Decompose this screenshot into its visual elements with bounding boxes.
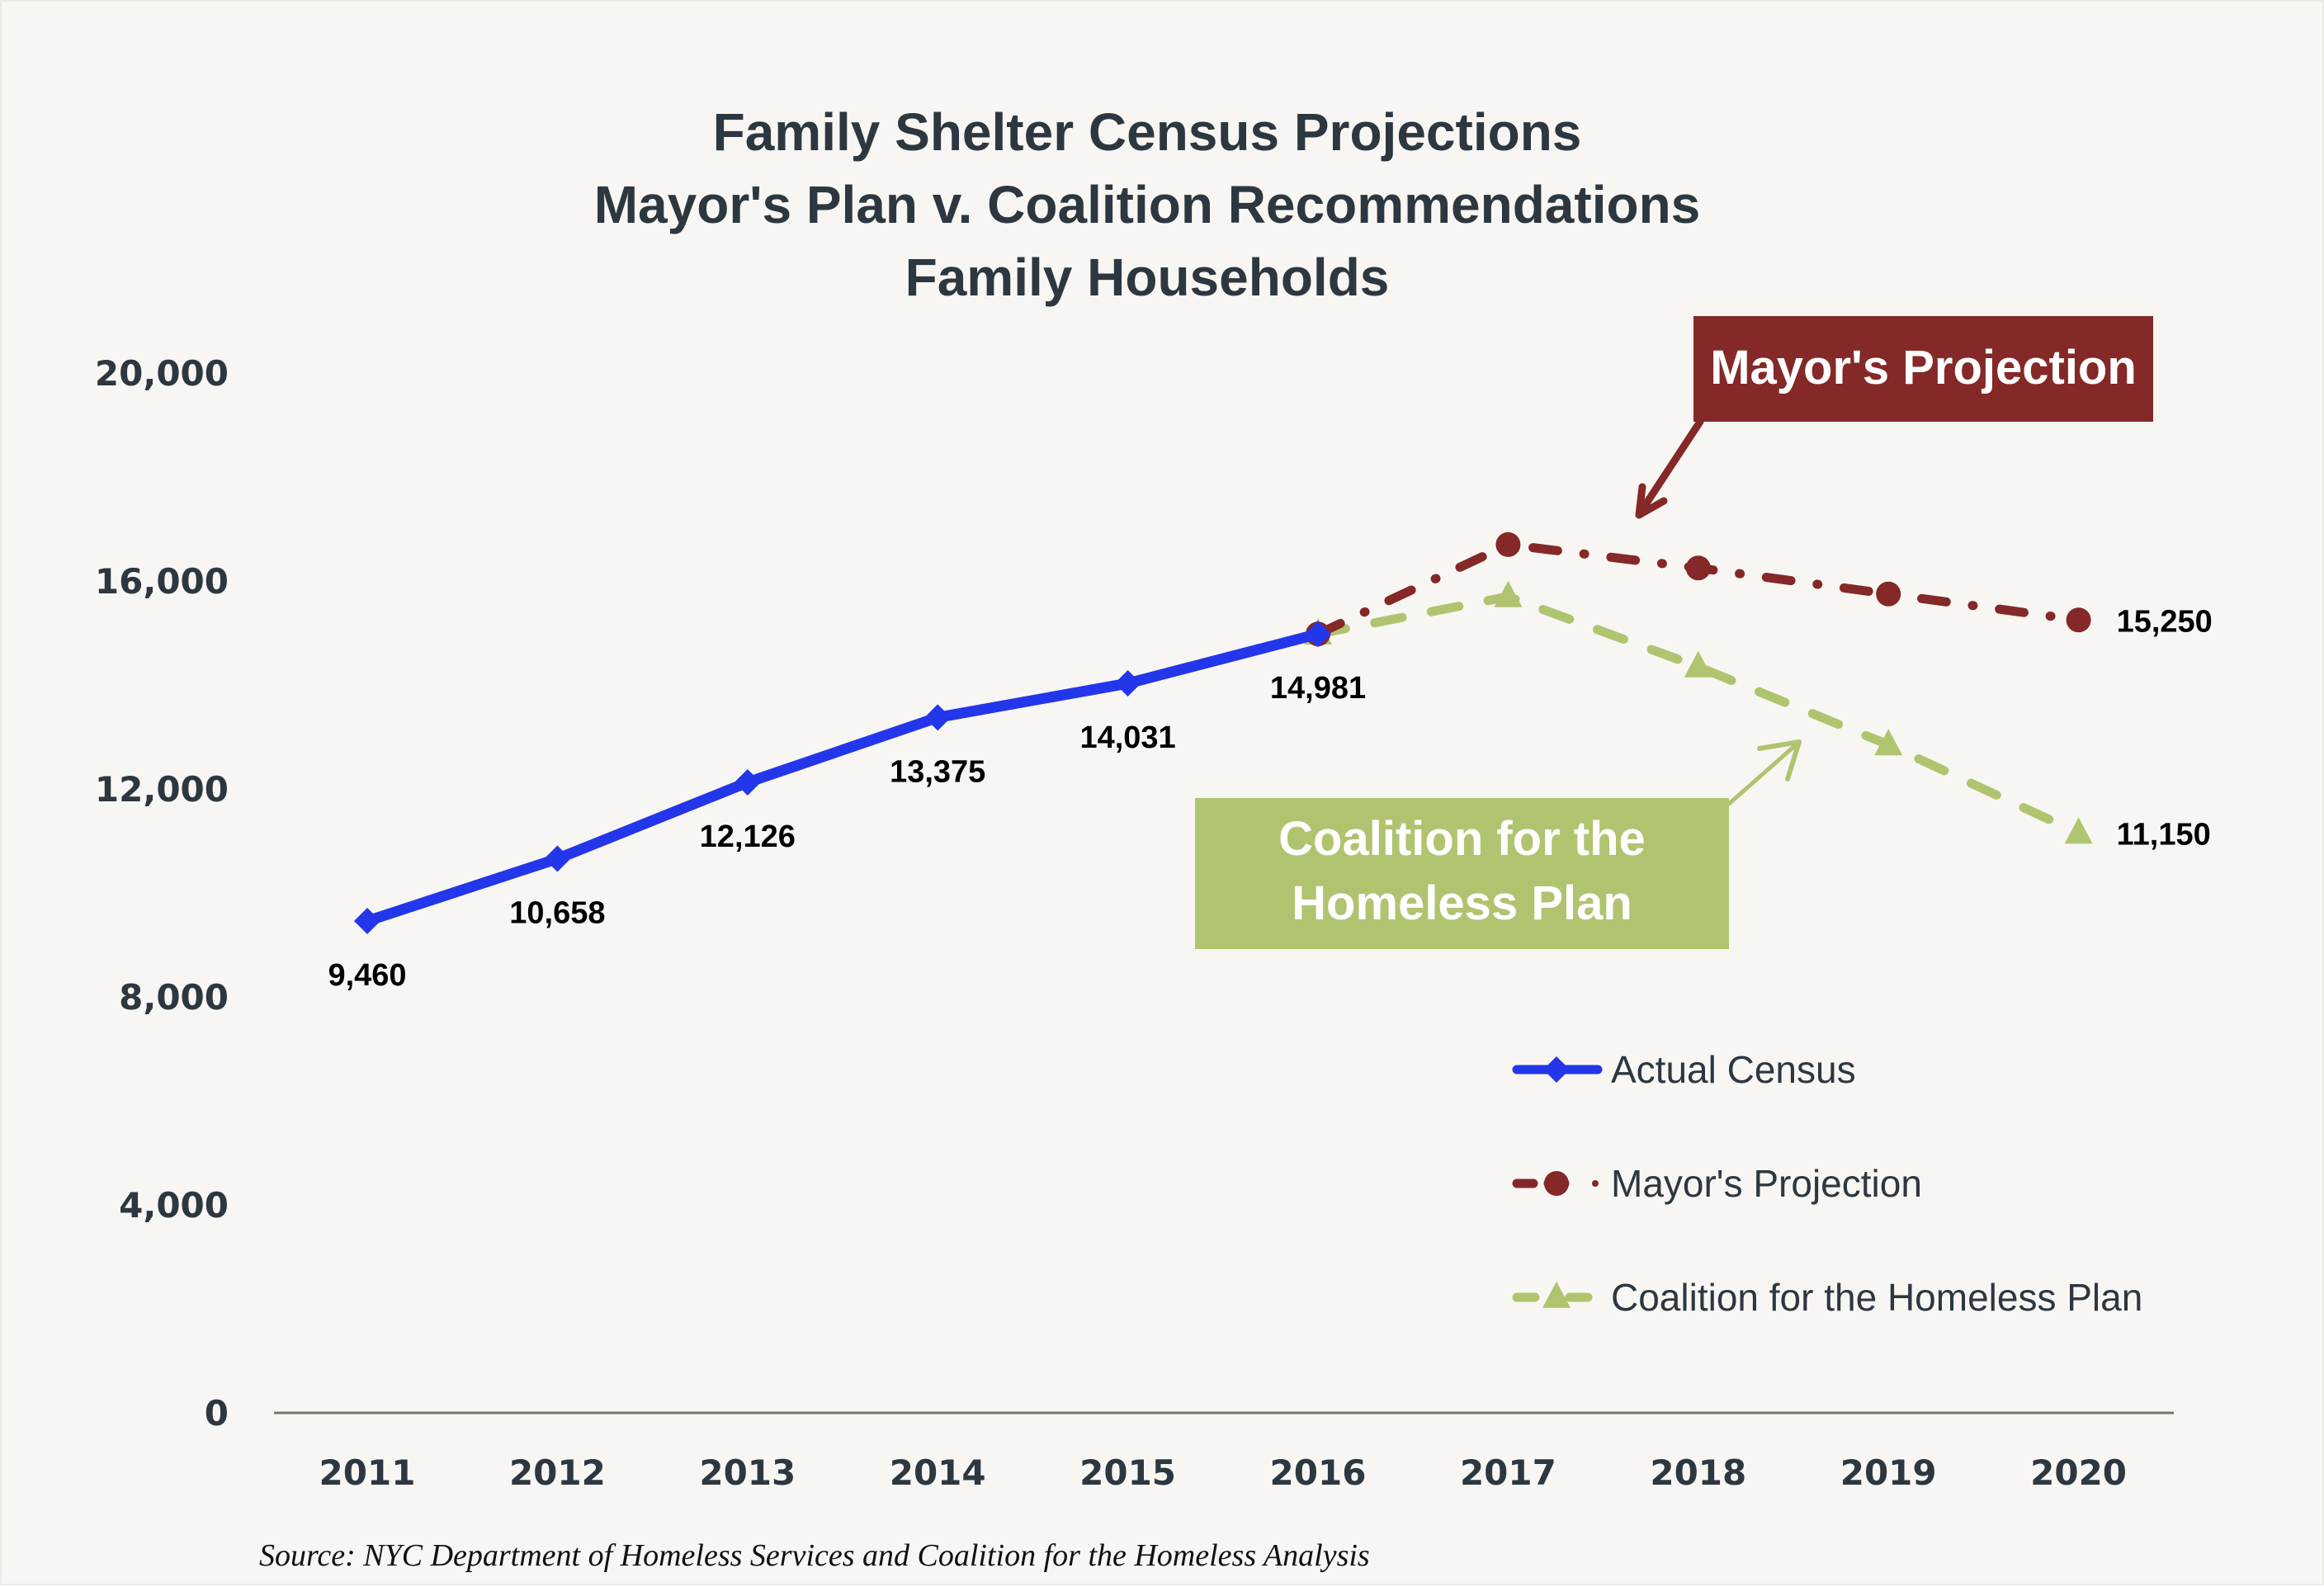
- diamond-marker-2014: [924, 704, 952, 731]
- x-tick-label: 2011: [319, 1452, 416, 1493]
- legend-label: Coalition for the Homeless Plan: [1611, 1276, 2142, 1319]
- legend-circle-icon: [1544, 1171, 1569, 1196]
- mayors-callout-arrow-icon: [1635, 418, 1704, 519]
- title-line-3: Family Households: [905, 248, 1390, 307]
- circle-marker-2019: [1876, 581, 1901, 607]
- data-label: 13,375: [890, 754, 985, 789]
- legend-item-actual-census: Actual Census: [1512, 1048, 1856, 1091]
- diamond-marker-2013: [734, 769, 761, 796]
- data-label: 14,981: [1270, 671, 1366, 706]
- data-label: 12,126: [700, 819, 796, 854]
- series-actual-census: [354, 621, 1331, 935]
- data-label: 11,150: [2117, 818, 2211, 853]
- diamond-marker-2011: [354, 908, 380, 935]
- coalition-callout-arrow-icon: [1726, 739, 1802, 806]
- legend-label: Actual Census: [1611, 1048, 1856, 1091]
- legend-dot: [1592, 1180, 1599, 1187]
- x-tick-label: 2015: [1079, 1452, 1176, 1493]
- data-label: 9,460: [328, 958, 406, 993]
- y-tick-label: 8,000: [119, 977, 229, 1018]
- circle-marker-2018: [1685, 555, 1711, 581]
- diamond-marker-2012: [544, 845, 571, 872]
- x-tick-label: 2019: [1840, 1452, 1937, 1493]
- legend-diamond-icon: [1543, 1056, 1570, 1083]
- x-tick-label: 2012: [509, 1452, 606, 1493]
- series-line: [1313, 592, 2084, 838]
- x-tick-label: 2013: [699, 1452, 796, 1493]
- chart-title: Family Shelter Census Projections Mayor'…: [594, 102, 1701, 307]
- circle-marker-2020: [2066, 607, 2091, 633]
- diamond-marker-2015: [1114, 670, 1141, 697]
- series-mayor-s-projection: [1306, 531, 2091, 647]
- mayors-projection-callout: Mayor's Projection: [1635, 316, 2153, 519]
- y-axis: 0 4,000 8,000 12,000 16,000 20,000: [95, 353, 229, 1433]
- triangle-marker-2020: [2064, 817, 2093, 844]
- x-tick-label: 2017: [1460, 1452, 1556, 1493]
- x-axis: 2011 2012 2013 2014 2015 2016 2017 2018 2019 2020: [319, 1452, 2128, 1493]
- data-label: 14,031: [1079, 720, 1175, 755]
- legend: Actual Census Mayor's Projection Coalition…: [1512, 1048, 2142, 1319]
- series-line: [361, 628, 1324, 927]
- data-labels: 9,460 10,658 12,126 13,375 14,031 14,981 15,25…: [328, 604, 2212, 993]
- coalition-callout-box: [1195, 798, 1729, 949]
- legend-item-mayor-s-projection: Mayor's Projection: [1512, 1162, 1922, 1205]
- mayors-callout-text: Mayor's Projection: [1710, 341, 2137, 394]
- y-tick-label: 4,000: [119, 1185, 229, 1226]
- legend-triangle-icon: [1542, 1281, 1571, 1308]
- triangle-marker-2017: [1494, 580, 1523, 607]
- coalition-plan-callout: Coalition for the Homeless Plan: [1195, 739, 1802, 949]
- triangle-marker-2018: [1684, 650, 1712, 678]
- x-tick-label: 2014: [890, 1452, 986, 1493]
- legend-label: Mayor's Projection: [1611, 1162, 1922, 1205]
- data-label: 15,250: [2117, 604, 2213, 639]
- title-line-1: Family Shelter Census Projections: [713, 102, 1582, 162]
- x-tick-label: 2020: [2030, 1452, 2127, 1493]
- series-layer: [354, 531, 2093, 935]
- source-note: Source: NYC Department of Homeless Servi…: [259, 1538, 1370, 1573]
- circle-marker-2017: [1495, 531, 1521, 557]
- x-tick-label: 2016: [1270, 1452, 1367, 1493]
- coalition-callout-text-line-1: Coalition for the: [1278, 812, 1646, 866]
- mayors-callout-box: [1693, 316, 2153, 422]
- coalition-callout-text-line-2: Homeless Plan: [1292, 876, 1632, 930]
- legend-item-coalition-for-the-homeless-plan: Coalition for the Homeless Plan: [1512, 1276, 2142, 1319]
- y-tick-label: 20,000: [95, 353, 229, 394]
- y-tick-label: 16,000: [95, 561, 229, 602]
- x-tick-label: 2018: [1650, 1452, 1746, 1493]
- y-tick-label: 12,000: [95, 769, 229, 810]
- y-tick-label: 0: [205, 1393, 229, 1433]
- triangle-marker-2019: [1874, 729, 1903, 756]
- title-line-2: Mayor's Plan v. Coalition Recommendation…: [594, 175, 1701, 234]
- data-label: 10,658: [509, 896, 605, 931]
- diamond-marker-2016: [1305, 621, 1331, 648]
